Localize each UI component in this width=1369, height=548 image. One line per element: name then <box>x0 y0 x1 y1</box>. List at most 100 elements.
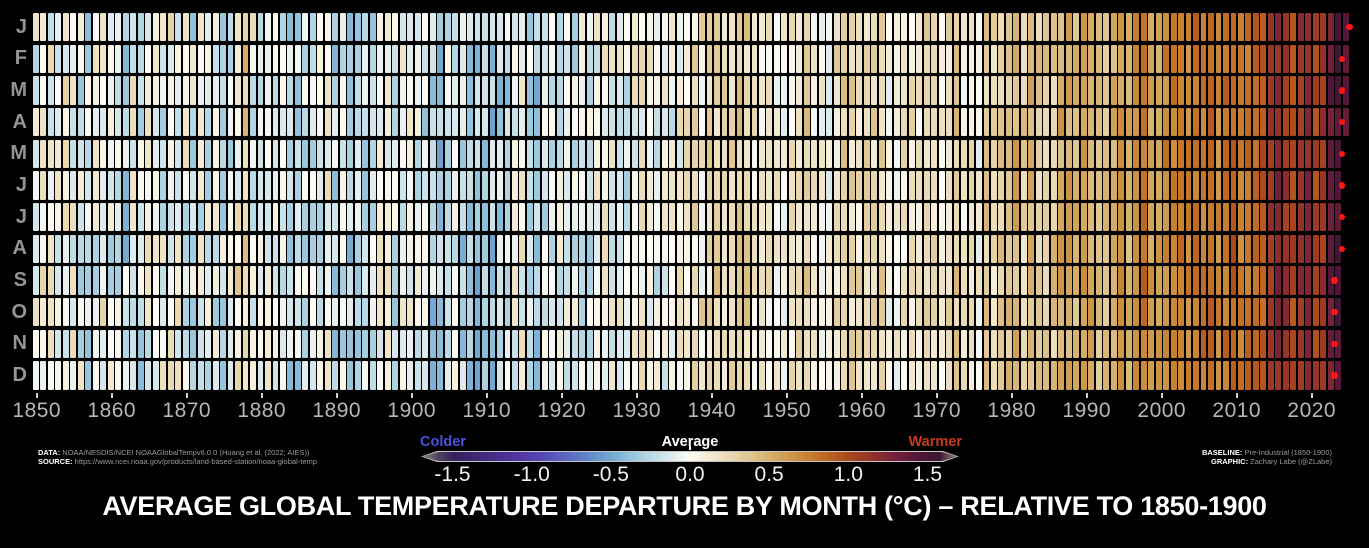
heatmap-cell <box>227 108 234 137</box>
heatmap-cell <box>1080 298 1087 327</box>
heatmap-cell <box>145 298 152 327</box>
heatmap-cell <box>676 44 683 74</box>
heatmap-cell <box>1118 266 1125 295</box>
heatmap-cell <box>848 234 855 264</box>
heatmap-cell <box>414 76 421 105</box>
heatmap-cell <box>691 13 698 42</box>
heatmap-cell <box>1193 266 1199 295</box>
heatmap-cell <box>1133 171 1140 200</box>
heatmap-cell <box>235 266 241 295</box>
heatmap-cell <box>324 203 331 232</box>
heatmap-cell <box>691 203 698 232</box>
heatmap-cell <box>766 329 773 359</box>
heatmap-cell <box>601 361 608 390</box>
heatmap-cell <box>1215 266 1222 295</box>
heatmap-cell <box>901 298 908 327</box>
heatmap-cell <box>669 329 676 359</box>
heatmap-cell <box>916 44 923 74</box>
heatmap-cell <box>235 298 241 327</box>
heatmap-cell <box>878 108 885 137</box>
heatmap-cell <box>302 171 309 200</box>
heatmap-cell <box>1050 266 1057 295</box>
heatmap-cell <box>976 298 982 327</box>
heatmap-cell <box>871 13 878 42</box>
heatmap-cell <box>182 266 189 295</box>
heatmap-cell <box>47 76 54 105</box>
heatmap-cell <box>991 203 997 232</box>
heatmap-cell <box>863 266 870 295</box>
heatmap-cell <box>579 234 586 264</box>
heatmap-cell <box>953 171 960 200</box>
heatmap-cell <box>220 171 226 200</box>
heatmap-cell <box>684 203 691 232</box>
heatmap-cell <box>736 329 743 359</box>
heatmap-cell <box>781 76 788 105</box>
heatmap-cell <box>1050 298 1057 327</box>
heatmap-cell <box>1103 266 1110 295</box>
heatmap-cell <box>526 171 533 200</box>
heatmap-cell <box>908 298 915 327</box>
heatmap-cell <box>1267 44 1274 74</box>
heatmap-row <box>33 298 1343 327</box>
heatmap-cell <box>145 44 152 74</box>
year-tick-label: 1960 <box>837 399 887 422</box>
heatmap-cell <box>1245 361 1252 390</box>
heatmap-cell <box>265 234 271 264</box>
source-value: https://www.ncei.noaa.gov/products/land-… <box>72 456 317 466</box>
year-tick-label: 1980 <box>987 399 1037 422</box>
heatmap-cell <box>429 13 436 42</box>
heatmap-cell <box>1230 139 1237 169</box>
heatmap-cell <box>437 203 444 232</box>
heatmap-cell <box>601 108 608 137</box>
heatmap-cell <box>594 298 601 327</box>
heatmap-cell <box>1125 361 1132 390</box>
heatmap-cell <box>182 298 189 327</box>
heatmap-cell <box>534 171 541 200</box>
heatmap-cell <box>586 361 593 390</box>
year-tick <box>1085 393 1088 398</box>
heatmap-cell <box>354 44 361 74</box>
year-tick-label: 1890 <box>312 399 362 422</box>
heatmap-cell <box>265 139 271 169</box>
heatmap-cell <box>1080 76 1087 105</box>
heatmap-cell <box>1245 44 1252 74</box>
heatmap-cell <box>706 234 713 264</box>
heatmap-cell <box>384 44 391 74</box>
heatmap-cell <box>1312 171 1319 200</box>
heatmap-cell <box>744 76 750 105</box>
heatmap-cell <box>796 298 803 327</box>
heatmap-cell <box>571 44 578 74</box>
heatmap-cell <box>931 108 938 137</box>
heatmap-cell <box>384 298 391 327</box>
heatmap-cell <box>946 139 952 169</box>
heatmap-cell <box>773 171 780 200</box>
heatmap-cell <box>467 203 473 232</box>
heatmap-cell <box>1155 361 1162 390</box>
heatmap-cell <box>227 139 234 169</box>
heatmap-cell <box>1237 298 1244 327</box>
year-tick-label: 1990 <box>1062 399 1112 422</box>
heatmap-cell <box>122 298 129 327</box>
heatmap-cell <box>1297 203 1304 232</box>
heatmap-cell <box>220 13 226 42</box>
heatmap-cell <box>70 139 77 169</box>
heatmap-cell <box>392 44 399 74</box>
heatmap-cell <box>736 139 743 169</box>
heatmap-cell <box>744 234 750 264</box>
heatmap-cell <box>556 234 563 264</box>
heatmap-cell <box>137 298 144 327</box>
heatmap-cell <box>519 108 526 137</box>
heatmap-cell <box>646 329 653 359</box>
heatmap-cell <box>437 298 444 327</box>
heatmap-cell <box>407 139 414 169</box>
heatmap-cell <box>152 361 159 390</box>
heatmap-cell <box>594 266 601 295</box>
heatmap-cell <box>1230 76 1237 105</box>
heatmap-cell <box>100 329 107 359</box>
heatmap-cell <box>796 361 803 390</box>
heatmap-cell <box>1252 76 1259 105</box>
heatmap-cell <box>571 76 578 105</box>
month-label: M <box>10 79 27 102</box>
heatmap-cell <box>1230 108 1237 137</box>
heatmap-cell <box>1088 234 1095 264</box>
